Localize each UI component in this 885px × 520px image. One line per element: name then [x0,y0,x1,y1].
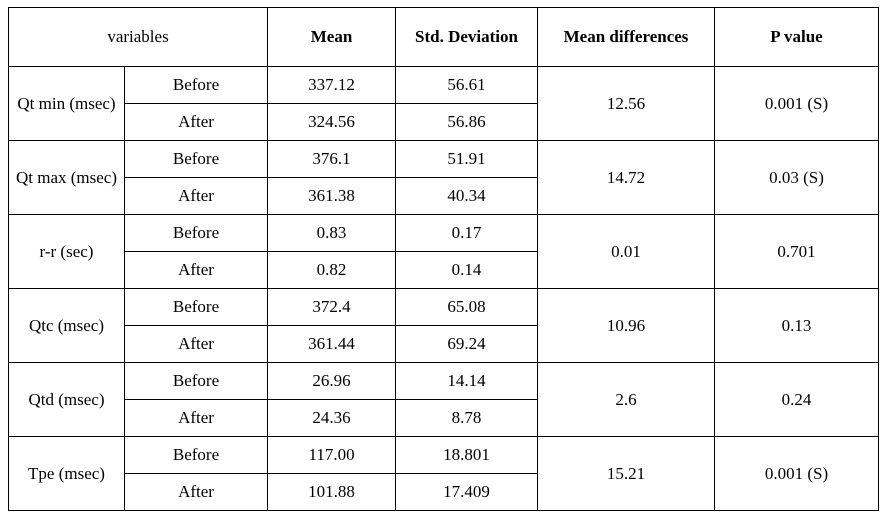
header-variables: variables [7,7,269,67]
mean-diff-value: 10.96 [537,288,716,363]
mean-diff-value: 2.6 [537,362,716,437]
table-row: Tpe (msec) Before 117.00 18.801 15.21 0.… [8,436,880,511]
mean-value: 372.4 [267,288,397,326]
table-row: After 361.44 69.24 [9,325,879,363]
header-sd: Std. Deviation [395,7,539,67]
phase-label: After [123,103,269,141]
mean-value: 26.96 [267,362,397,400]
mean-value: 376.1 [267,140,397,178]
table-row: Qtc (msec) Before 372.4 65.08 10.96 0.13 [8,288,880,363]
sd-value: 0.14 [395,251,539,289]
mean-diff-value: 0.01 [537,214,716,289]
table-row: After 0.82 0.14 [9,251,879,289]
table-row: Qt min (msec) Before 337.12 56.61 12.56 … [8,66,880,141]
mean-value: 0.82 [267,251,397,289]
phase-label: Before [123,140,269,178]
table-row: After 101.88 17.409 [9,473,879,511]
header-row: variables Mean Std. Deviation Mean diffe… [7,7,880,67]
table-row: r-r (sec) Before 0.83 0.17 0.01 0.701 [8,214,880,289]
variable-name: Qt min (msec) [8,66,125,141]
sd-value: 14.14 [395,362,539,400]
variable-name: Qtc (msec) [8,288,125,363]
mean-value: 337.12 [267,66,397,104]
mean-value: 361.38 [267,177,397,215]
mean-value: 361.44 [267,325,397,363]
mean-value: 24.36 [267,399,397,437]
p-value: 0.001 (S) [714,66,880,141]
sd-value: 8.78 [395,399,539,437]
variable-name: Qtd (msec) [8,362,125,437]
header-mean: Mean [267,7,397,67]
sd-value: 56.61 [395,66,539,104]
sd-value: 18.801 [395,436,539,474]
phase-label: After [123,325,269,363]
table-row: After 361.38 40.34 [9,177,879,215]
sd-value: 51.91 [395,140,539,178]
phase-label: Before [123,288,269,326]
p-value: 0.13 [714,288,880,363]
results-table: variables Mean Std. Deviation Mean diffe… [7,7,880,511]
phase-label: After [123,177,269,215]
phase-label: After [123,399,269,437]
variable-name: Qt max (msec) [8,140,125,215]
header-mean-diff: Mean differences [537,7,716,67]
phase-label: After [123,473,269,511]
mean-value: 117.00 [267,436,397,474]
variable-name: r-r (sec) [8,214,125,289]
mean-value: 0.83 [267,214,397,252]
table-row: Qtd (msec) Before 26.96 14.14 2.6 0.24 [8,362,880,437]
mean-diff-value: 14.72 [537,140,716,215]
sd-value: 17.409 [395,473,539,511]
phase-label: Before [123,66,269,104]
p-value: 0.001 (S) [714,436,880,511]
sd-value: 56.86 [395,103,539,141]
mean-value: 101.88 [267,473,397,511]
mean-value: 324.56 [267,103,397,141]
sd-value: 40.34 [395,177,539,215]
sd-value: 69.24 [395,325,539,363]
phase-label: Before [123,436,269,474]
p-value: 0.24 [714,362,880,437]
phase-label: Before [123,214,269,252]
phase-label: After [123,251,269,289]
variable-name: Tpe (msec) [8,436,125,511]
table-row: After 324.56 56.86 [9,103,879,141]
table-row: After 24.36 8.78 [9,399,879,437]
mean-diff-value: 15.21 [537,436,716,511]
sd-value: 65.08 [395,288,539,326]
p-value: 0.03 (S) [714,140,880,215]
mean-diff-value: 12.56 [537,66,716,141]
table-row: Qt max (msec) Before 376.1 51.91 14.72 0… [8,140,880,215]
p-value: 0.701 [714,214,880,289]
sd-value: 0.17 [395,214,539,252]
phase-label: Before [123,362,269,400]
header-p-value: P value [714,7,880,67]
